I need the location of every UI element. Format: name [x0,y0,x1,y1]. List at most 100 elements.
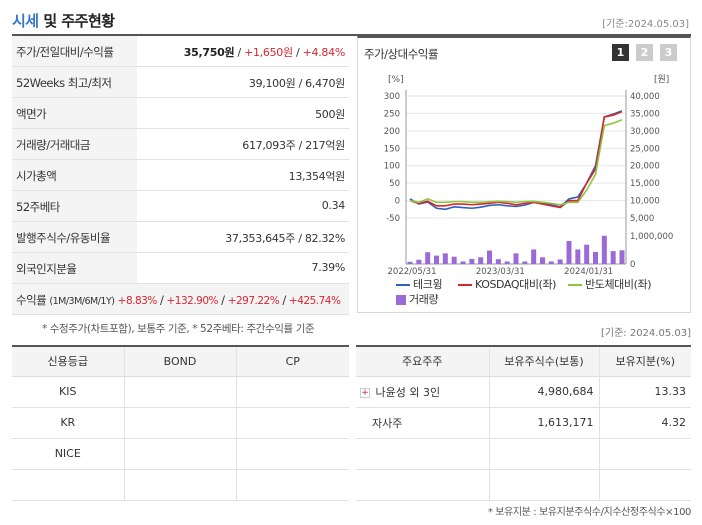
price-value: 35,750원 / +1,650원 / +4.84% [183,46,346,59]
cp-cell [235,376,349,408]
holder-shares: 1,613,171 [488,407,599,439]
market-row: 외국인지분율 7.39% [12,253,349,284]
right-tick-label: 25,000 [630,144,660,154]
right-tick-label: 15,000 [630,179,660,189]
section-title: 시세 및 주주현황 [12,10,115,31]
price-chart-panel: 주가/상대수익률 1 2 3 [%] [원] 300 250 200 150 100 50 0 -… [357,36,691,313]
volume-tick-label: 0 [630,260,635,270]
row-value: 37,353,645주 / 82.32% [225,232,345,245]
market-row: 52주베타 0.34 [12,191,349,222]
right-tick-label: 10,000 [630,197,660,207]
right-tick-label: 40,000 [630,92,660,102]
volume-bar [566,241,572,264]
table-row: KR [12,407,349,439]
volume-bar [513,253,519,264]
volume-tick-label: 1,000,000 [630,232,673,242]
volume-bar [575,249,581,264]
current-price: 35,750원 [183,46,235,59]
volume-bar [531,249,537,264]
returns-title: 수익률 [16,293,47,307]
chart-page-3-button[interactable]: 3 [660,44,677,61]
volume-bar [495,259,501,264]
left-tick-label: 300 [384,92,400,102]
title-part2: 및 주주현황 [43,12,115,30]
empty-cell [598,469,691,501]
volume-bar [469,258,475,264]
legend-line-icon [396,284,410,286]
row-label: 52Weeks 최고/최저 [12,67,137,97]
row-value: 0.34 [321,199,346,212]
credit-agency: KIS [12,376,124,408]
series-line [409,110,623,209]
bond-cell [123,438,236,470]
market-row: 주가/전일대비/수익률 35,750원 / +1,650원 / +4.84% [12,36,349,67]
credit-agency: KR [12,407,124,439]
row-value: 13,354억원 [288,170,346,183]
table-row: 자사주 1,613,171 4.32 [356,407,691,439]
holders-header-pct: 보유지분(%) [598,346,691,377]
row-label: 시가총액 [12,160,137,190]
volume-bar [522,261,528,264]
left-tick-label: -50 [386,214,400,224]
volume-bar [451,256,457,264]
returns-period: (1M/3M/6M/1Y) [49,296,115,307]
series-line [409,118,623,206]
volume-bar [442,253,448,264]
table-row [12,469,349,501]
return-1m: +8.83% [117,295,158,307]
x-tick-label: 2023/03/31 [476,267,525,276]
legend-label: 테크윙 [413,278,443,291]
empty-cell [356,438,489,470]
table-row [356,438,691,470]
chart-page-2-button[interactable]: 2 [636,44,653,61]
row-label: 거래량/거래대금 [12,129,137,159]
legend-label: KOSDAQ대비(좌) [475,278,557,291]
holder-pct: 4.32 [598,407,691,439]
returns-row: 수익률 (1M/3M/6M/1Y) +8.83% / +132.90% / +2… [12,284,349,315]
holder-name: 자사주 [356,407,489,439]
volume-bar [487,250,492,264]
row-value: 617,093주 / 217억원 [242,139,345,152]
legend-item: KOSDAQ대비(좌) [458,276,556,292]
market-footnote: * 수정주가(차트포함), 보통주 기준, * 52주베타: 주간수익률 기준 [42,323,315,335]
x-tick-label: 2022/05/31 [388,267,437,276]
row-value: 7.39% [311,261,346,274]
holder-name[interactable]: 나윤성 외 3인 [375,385,441,399]
volume-bar [540,257,545,264]
return-1y: +425.74% [288,295,341,307]
left-tick-label: 200 [384,127,400,137]
volume-bar [425,252,431,264]
left-tick-label: 50 [389,179,400,189]
left-tick-label: 100 [384,162,400,172]
market-row: 52Weeks 최고/최저 39,100원 / 6,470원 [12,67,349,98]
price-change: +1,650원 [244,46,293,59]
left-axis-unit: [%] [388,75,404,85]
legend-label: 거래량 [409,293,439,306]
volume-bar [460,261,466,264]
chart-page-1-button[interactable]: 1 [612,44,629,61]
empty-cell [488,438,599,470]
holders-base-date: [기준: 2024.05.03] [600,328,691,339]
cp-cell [235,438,349,470]
right-tick-label: 20,000 [630,162,660,172]
market-row: 액면가 500원 [12,98,349,129]
expand-icon[interactable]: + [360,387,370,398]
volume-bar [619,250,625,264]
volume-bar [557,259,563,264]
right-tick-label: 5,000 [630,214,654,224]
credit-header-cp: CP [235,346,349,377]
bond-cell [123,469,236,501]
cp-cell [235,469,349,501]
left-tick-label: 250 [384,109,400,119]
legend-line-icon [458,284,472,286]
volume-bar [407,261,413,264]
row-value: 500원 [315,108,345,121]
left-tick-label: 150 [384,144,400,154]
return-6m: +297.22% [227,295,280,307]
volume-bar [601,235,607,264]
holder-pct: 13.33 [598,376,691,408]
base-date: [기준:2024.05.03] [602,19,689,30]
right-tick-label: 30,000 [630,127,660,137]
chart-title: 주가/상대수익률 [364,47,438,61]
volume-bar [416,259,422,264]
